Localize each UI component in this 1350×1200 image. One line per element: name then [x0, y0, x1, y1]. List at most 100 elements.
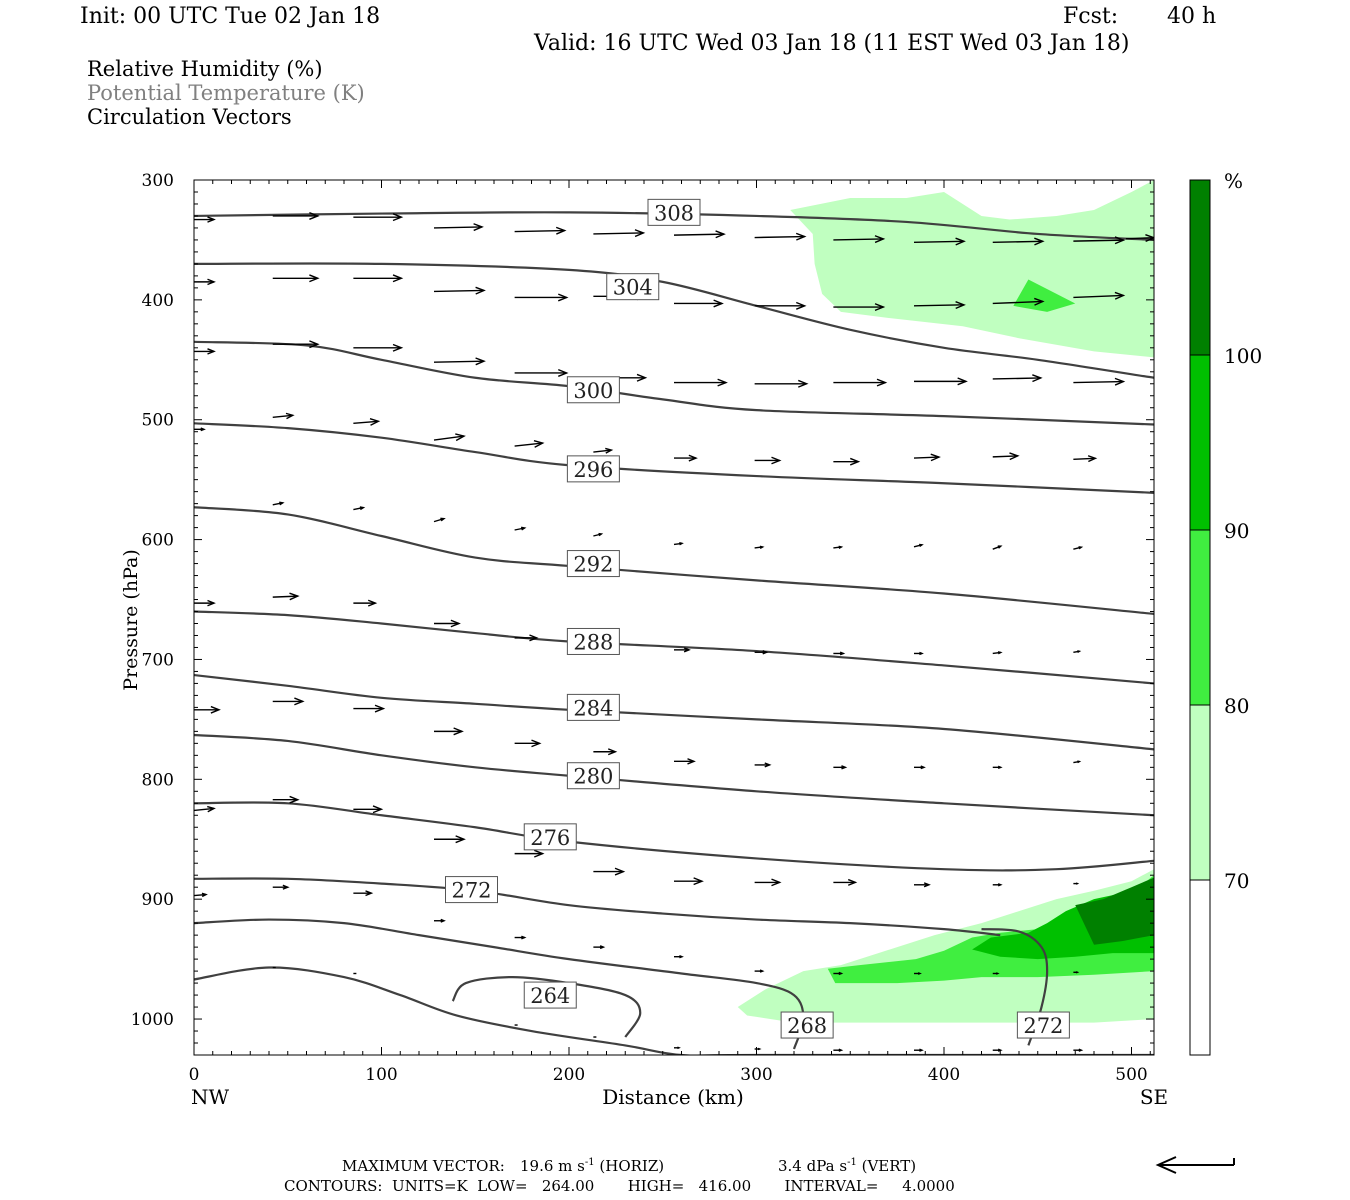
circulation-vector: [674, 647, 691, 653]
circulation-vector: [754, 379, 809, 388]
max-vector-vert: 3.4 dPa s-1 (VERT): [778, 1157, 916, 1175]
contour-label-text: 308: [654, 201, 694, 225]
circulation-vector: [514, 439, 545, 448]
horiz-tag: (HORIZ): [599, 1157, 665, 1175]
circulation-vector: [992, 545, 1003, 550]
contour-label-text: 284: [573, 696, 613, 720]
contour-label-text: 292: [573, 553, 613, 577]
theta-contour-276: [194, 801, 1154, 872]
plot-frame: [193, 179, 1155, 1056]
circulation-vector: [514, 935, 527, 940]
circulation-vector: [992, 651, 1003, 655]
circulation-vector: [754, 545, 765, 549]
theta-contour-layer: [194, 211, 1154, 1055]
circulation-vector: [353, 213, 404, 222]
contour-label-text: 272: [1023, 1014, 1063, 1038]
circulation-vector: [1073, 546, 1084, 550]
circulation-vector: [593, 748, 618, 756]
circulation-vector: [992, 452, 1020, 461]
circulation-vector: [1073, 650, 1082, 653]
colorbar-unit: %: [1224, 169, 1243, 193]
circulation-vector: [272, 340, 320, 349]
colorbar-label: 90: [1224, 519, 1249, 543]
circulation-vector: [754, 762, 772, 768]
theta-contour-272: [981, 928, 1049, 1046]
colorbar-segment: [1189, 879, 1211, 1056]
circulation-vector: [514, 293, 569, 302]
theta-contour-288: [194, 610, 1154, 685]
circulation-vector: [194, 348, 216, 355]
circulation-vector: [433, 223, 484, 232]
circulation-vector: [674, 378, 728, 387]
contour-label-284: 284: [566, 693, 620, 721]
circulation-vector: [272, 795, 300, 804]
circulation-vector: [833, 235, 886, 244]
horiz-value: 19.6 m s: [520, 1157, 585, 1175]
circulation-vector: [914, 377, 968, 386]
rh-region-70-2: [737, 869, 1154, 1023]
circulation-vector: [914, 651, 924, 656]
circulation-vector: [353, 274, 404, 283]
circulation-vector: [992, 765, 1003, 770]
init-time: Init: 00 UTC Tue 02 Jan 18: [80, 4, 381, 29]
y-tick-label: 1000: [131, 1010, 174, 1030]
circulation-vector: [514, 226, 567, 235]
contour-label-text: 276: [530, 826, 570, 850]
contour-label-text: 272: [451, 879, 491, 903]
reference-arrow: [1155, 1156, 1235, 1174]
circulation-vector: [1073, 377, 1126, 386]
circulation-vector: [514, 849, 545, 858]
circulation-vector: [434, 619, 461, 628]
x-right-direction: SE: [1140, 1085, 1168, 1109]
circulation-vector: [433, 433, 466, 442]
contour-label-272: 272: [1016, 1011, 1070, 1039]
y-tick-label: 900: [142, 890, 174, 910]
circulation-vector: [833, 971, 844, 976]
circulation-vector: [194, 805, 216, 813]
x-tick-label: 200: [553, 1065, 585, 1085]
rh-region-100-5: [1075, 877, 1154, 945]
contour-label-text: 280: [573, 765, 613, 789]
circulation-vector: [754, 650, 769, 655]
x-tick-label: 400: [928, 1065, 960, 1085]
circulation-vector: [674, 877, 704, 886]
horiz-exponent: -1: [584, 1157, 595, 1168]
circulation-vector: [353, 704, 386, 713]
circulation-vector: [674, 1046, 681, 1050]
x-tick-label: 100: [365, 1065, 397, 1085]
circulation-vector: [754, 878, 782, 887]
circulation-vector: [833, 545, 844, 549]
valid-time: Valid: 16 UTC Wed 03 Jan 18 (11 EST Wed …: [534, 31, 1130, 56]
circulation-vector: [1073, 971, 1080, 974]
circulation-vector: [514, 634, 539, 642]
y-tick-label: 600: [142, 531, 174, 551]
circulation-vector: [1073, 455, 1098, 463]
circulation-vector: [194, 599, 216, 607]
circulation-vector: [353, 343, 404, 352]
circulation-vector: [272, 412, 295, 420]
y-tick-label: 400: [142, 291, 174, 311]
circulation-vector: [593, 945, 606, 950]
circulation-vector: [434, 727, 464, 736]
circulation-vector: [674, 454, 698, 462]
contour-label-text: 304: [613, 276, 653, 300]
contour-label-text: 264: [530, 984, 570, 1008]
vert-value: 3.4 dPa s: [778, 1157, 848, 1175]
theta-contour-280: [194, 733, 1154, 817]
circulation-vector: [1073, 760, 1082, 764]
circulation-vector: [593, 532, 604, 537]
y-tick-label: 500: [142, 411, 174, 431]
circulation-vector: [992, 883, 1003, 887]
contour-label-280: 280: [566, 762, 620, 790]
contour-label-text: 268: [787, 1014, 827, 1038]
circulation-vector: [914, 1048, 924, 1052]
y-tick-label: 800: [142, 770, 174, 790]
contour-info: CONTOURS: UNITS=K LOW= 264.00 HIGH= 416.…: [284, 1177, 955, 1195]
circulation-vector: [992, 1048, 1003, 1052]
circulation-vector: [914, 972, 922, 975]
circulation-vector: [992, 374, 1043, 383]
rh-region-70-0: [790, 180, 1154, 358]
forecast-hour: 40 h: [1167, 4, 1217, 29]
circulation-vector: [992, 297, 1045, 306]
